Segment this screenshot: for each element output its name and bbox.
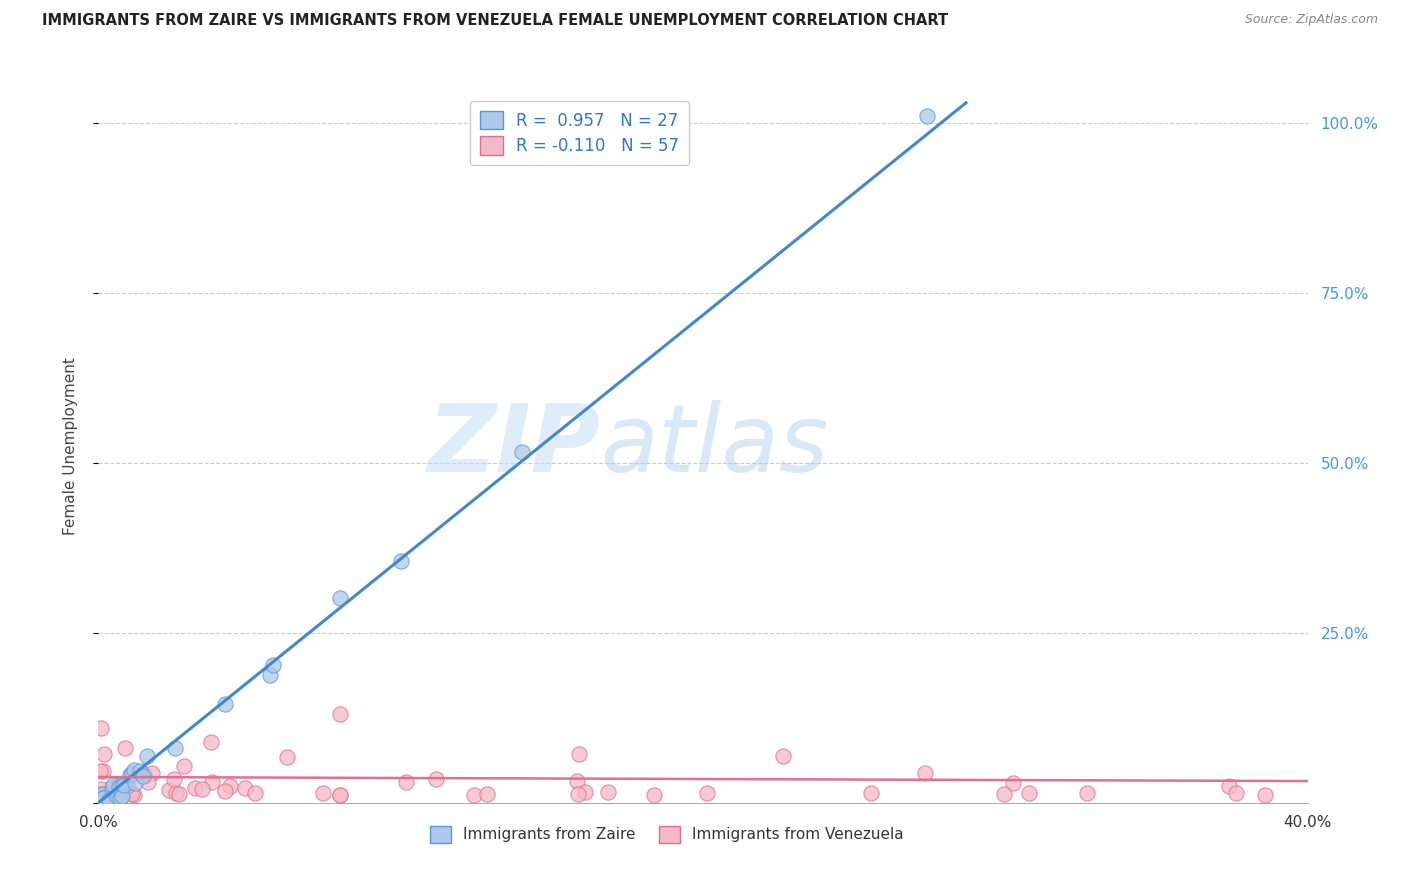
Point [90,721,112,735]
Point [914,766,936,780]
Point [91,788,114,802]
Point [1253,788,1275,802]
Point [329,788,352,802]
Point [136,775,159,789]
Point [395,774,418,789]
Point [262,657,284,672]
Point [329,788,352,802]
Point [173,759,195,773]
Point [191,781,214,796]
Point [141,766,163,780]
Point [108,786,131,800]
Point [100,780,122,795]
Point [329,707,352,722]
Point [122,788,145,802]
Point [101,778,124,792]
Point [121,787,143,801]
Point [329,591,352,606]
Point [93,747,115,761]
Point [425,772,447,786]
Point [90,781,112,796]
Point [167,787,190,801]
Point [91,791,114,805]
Point [110,783,132,797]
Point [89,787,111,801]
Text: Source: ZipAtlas.com: Source: ZipAtlas.com [1244,13,1378,27]
Point [1225,786,1247,800]
Point [105,778,128,792]
Point [259,668,281,682]
Point [574,785,596,799]
Point [1018,786,1040,800]
Point [1076,786,1098,800]
Point [108,791,131,805]
Point [121,765,143,780]
Point [243,786,266,800]
Point [132,766,155,780]
Point [915,109,938,123]
Point [1001,776,1024,790]
Point [128,764,150,779]
Point [567,787,589,801]
Point [201,775,224,789]
Point [993,787,1015,801]
Point [91,764,114,778]
Point [98,793,121,807]
Point [120,786,142,800]
Point [124,776,146,790]
Point [859,786,882,800]
Point [105,789,128,803]
Point [643,788,665,802]
Point [111,778,134,792]
Point [132,769,155,783]
Point [111,789,134,803]
Point [184,780,207,795]
Point [93,787,115,801]
Point [112,778,135,792]
Text: IMMIGRANTS FROM ZAIRE VS IMMIGRANTS FROM VENEZUELA FEMALE UNEMPLOYMENT CORRELATI: IMMIGRANTS FROM ZAIRE VS IMMIGRANTS FROM… [42,13,948,29]
Text: ZIP: ZIP [427,400,600,492]
Point [510,444,533,458]
Point [475,788,498,802]
Point [568,747,591,762]
Point [389,554,412,568]
Point [214,697,236,711]
Text: atlas: atlas [600,401,828,491]
Point [165,740,187,755]
Point [108,780,131,794]
Point [218,779,240,793]
Point [565,774,588,789]
Point [165,786,187,800]
Point [122,763,145,777]
Point [214,784,236,798]
Point [463,788,485,802]
Point [696,786,718,800]
Legend: Immigrants from Zaire, Immigrants from Venezuela: Immigrants from Zaire, Immigrants from V… [423,820,910,848]
Point [1218,780,1240,794]
Point [117,779,139,793]
Point [157,782,180,797]
Point [772,748,794,763]
Point [114,741,136,756]
Point [598,785,620,799]
Point [118,768,141,782]
Point [89,764,111,778]
Point [276,750,298,764]
Point [91,791,114,805]
Point [312,786,335,800]
Point [162,772,184,786]
Point [200,734,222,748]
Point [235,780,257,795]
Y-axis label: Female Unemployment: Female Unemployment [63,357,77,535]
Point [136,749,159,764]
